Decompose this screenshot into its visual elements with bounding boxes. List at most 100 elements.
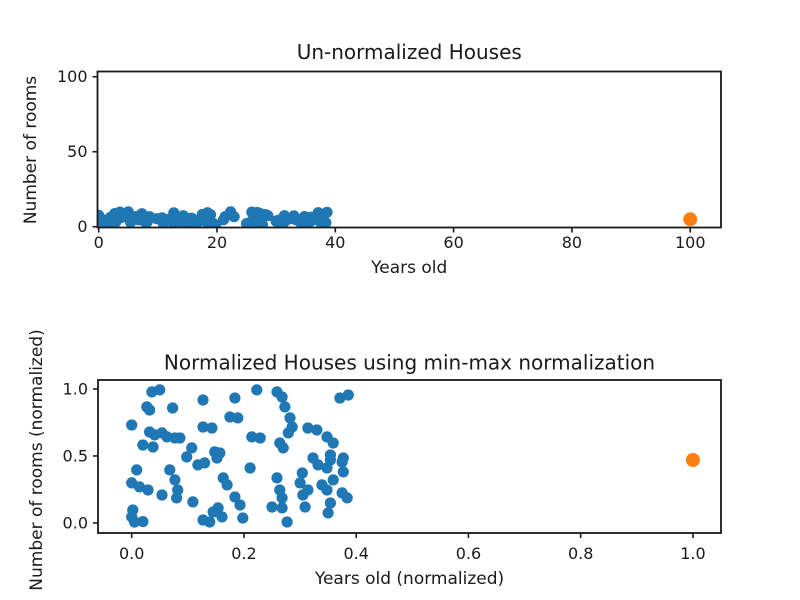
data-point: [276, 492, 288, 504]
data-point: [311, 424, 323, 436]
data-point: [300, 218, 312, 228]
data-point: [321, 484, 333, 496]
data-point: [142, 484, 154, 496]
axes-0: 0 20 40 60 80 100 0 50 100 Un-normalized Houses Ye…: [21, 40, 722, 278]
y-tick-label: 1.0: [63, 379, 88, 398]
data-point: [197, 421, 209, 433]
data-point: [186, 442, 198, 454]
data-point: [334, 392, 346, 404]
data-point: [216, 511, 228, 523]
data-point: [262, 210, 274, 222]
data-point: [284, 412, 296, 424]
axes-frame: [96, 70, 722, 229]
data-point: [217, 214, 230, 226]
y-axis-label: Number of rooms: [21, 76, 41, 224]
data-point: [296, 467, 308, 479]
data-point: [342, 389, 354, 401]
data-point: [275, 218, 288, 228]
data-point: [276, 391, 288, 403]
data-point: [314, 216, 327, 228]
data-point: [685, 453, 700, 467]
data-point: [229, 491, 241, 503]
data-point: [246, 431, 258, 443]
data-point: [327, 437, 339, 449]
x-tick-label: 0.2: [231, 544, 256, 563]
data-point: [232, 412, 244, 424]
data-point: [241, 218, 253, 228]
y-tick-label: 0.0: [63, 513, 88, 532]
data-point: [104, 219, 117, 228]
data-point: [281, 516, 293, 528]
data-point: [237, 512, 249, 524]
series-outlier-house: [683, 212, 698, 227]
data-point: [254, 432, 266, 444]
chart-title: Normalized Houses using min-max normaliz…: [164, 351, 655, 375]
data-point: [229, 392, 241, 404]
series-outlier-house-normalized: [685, 453, 700, 467]
y-tick-label: 0: [77, 217, 87, 236]
data-point: [197, 394, 209, 406]
x-tick-label: 0.6: [456, 544, 481, 563]
data-point: [312, 459, 324, 471]
chart-title: Un-normalized Houses: [297, 40, 522, 64]
x-tick-label: 0: [94, 233, 104, 252]
data-point: [221, 479, 233, 491]
data-point: [279, 401, 291, 413]
data-point: [277, 442, 289, 454]
data-point: [302, 422, 314, 434]
x-tick-label: 60: [443, 233, 463, 252]
data-point: [188, 219, 200, 228]
data-point: [137, 439, 149, 451]
data-point: [187, 496, 199, 508]
x-tick-label: 100: [675, 233, 706, 252]
data-point: [151, 213, 163, 225]
data-point: [683, 212, 698, 227]
y-tick-label: 100: [57, 67, 88, 86]
data-point: [251, 384, 263, 396]
data-point: [336, 487, 348, 499]
data-point: [154, 384, 166, 396]
data-point: [171, 492, 183, 504]
data-point: [337, 466, 349, 478]
data-point: [199, 457, 211, 469]
data-point: [302, 484, 314, 496]
data-point: [324, 454, 336, 466]
y-tick-label: 0.5: [63, 446, 88, 465]
data-point: [133, 481, 146, 493]
data-point: [181, 451, 193, 463]
x-tick-label: 0.4: [343, 544, 368, 563]
series-houses: [97, 206, 333, 228]
data-point: [327, 474, 339, 486]
data-point: [126, 419, 138, 431]
data-point: [164, 464, 176, 476]
data-point: [156, 489, 168, 501]
y-axis-label: Number of rooms (normalized): [27, 329, 47, 590]
x-tick-label: 0.8: [568, 544, 593, 563]
x-tick-label: 40: [325, 233, 345, 252]
axes-1: 0.0 0.2 0.4 0.6 0.8 1.0 0.0 0.5 1.0 Normalized Ho…: [27, 329, 722, 591]
data-point: [131, 464, 143, 476]
data-point: [299, 501, 311, 513]
data-point: [175, 219, 187, 228]
data-point: [244, 462, 256, 474]
data-point: [137, 516, 149, 528]
series-houses-normalized: [126, 384, 354, 528]
data-point: [266, 501, 278, 513]
data-point: [286, 421, 298, 433]
data-point: [128, 516, 141, 528]
data-point: [211, 452, 223, 464]
data-point: [97, 219, 108, 228]
x-tick-label: 1.0: [680, 544, 705, 563]
data-point: [294, 477, 306, 489]
x-tick-label: 0.0: [119, 544, 144, 563]
x-axis-label: Years old (normalized): [314, 569, 504, 589]
data-point: [147, 441, 159, 453]
data-point: [144, 404, 156, 416]
data-point: [336, 456, 348, 468]
data-point: [169, 474, 181, 486]
data-point: [276, 502, 288, 514]
data-point: [256, 219, 269, 228]
data-point: [140, 217, 152, 228]
